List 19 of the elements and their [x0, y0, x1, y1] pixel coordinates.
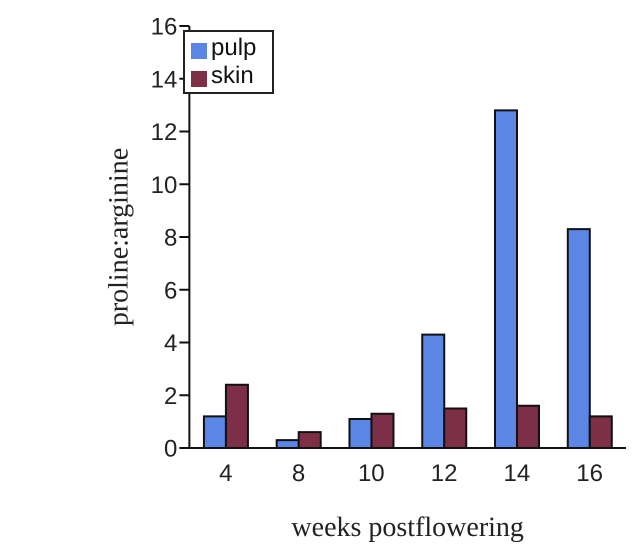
y-tick-label: 8: [164, 224, 178, 252]
x-tick-label: 8: [292, 460, 306, 488]
y-tick-label: 16: [150, 14, 178, 41]
x-tick-label: 10: [358, 460, 385, 488]
y-tick-label: 6: [164, 277, 178, 304]
x-tick-label: 14: [503, 460, 530, 488]
x-axis-title: weeks postflowering: [291, 512, 524, 543]
legend-label: skin: [211, 62, 254, 89]
legend-label: pulp: [211, 34, 256, 61]
y-tick-label: 2: [164, 382, 178, 410]
x-tick-label: 12: [430, 460, 458, 488]
y-tick-label: 14: [150, 66, 178, 94]
y-tick-label: 4: [164, 330, 178, 358]
y-tick-label: 10: [150, 172, 178, 199]
x-tick-label: 16: [576, 460, 603, 488]
y-axis-title: proline:arginine: [103, 148, 134, 326]
y-tick-label: 0: [164, 436, 178, 463]
y-tick-label: 12: [150, 119, 178, 146]
x-tick-label: 4: [219, 460, 232, 488]
